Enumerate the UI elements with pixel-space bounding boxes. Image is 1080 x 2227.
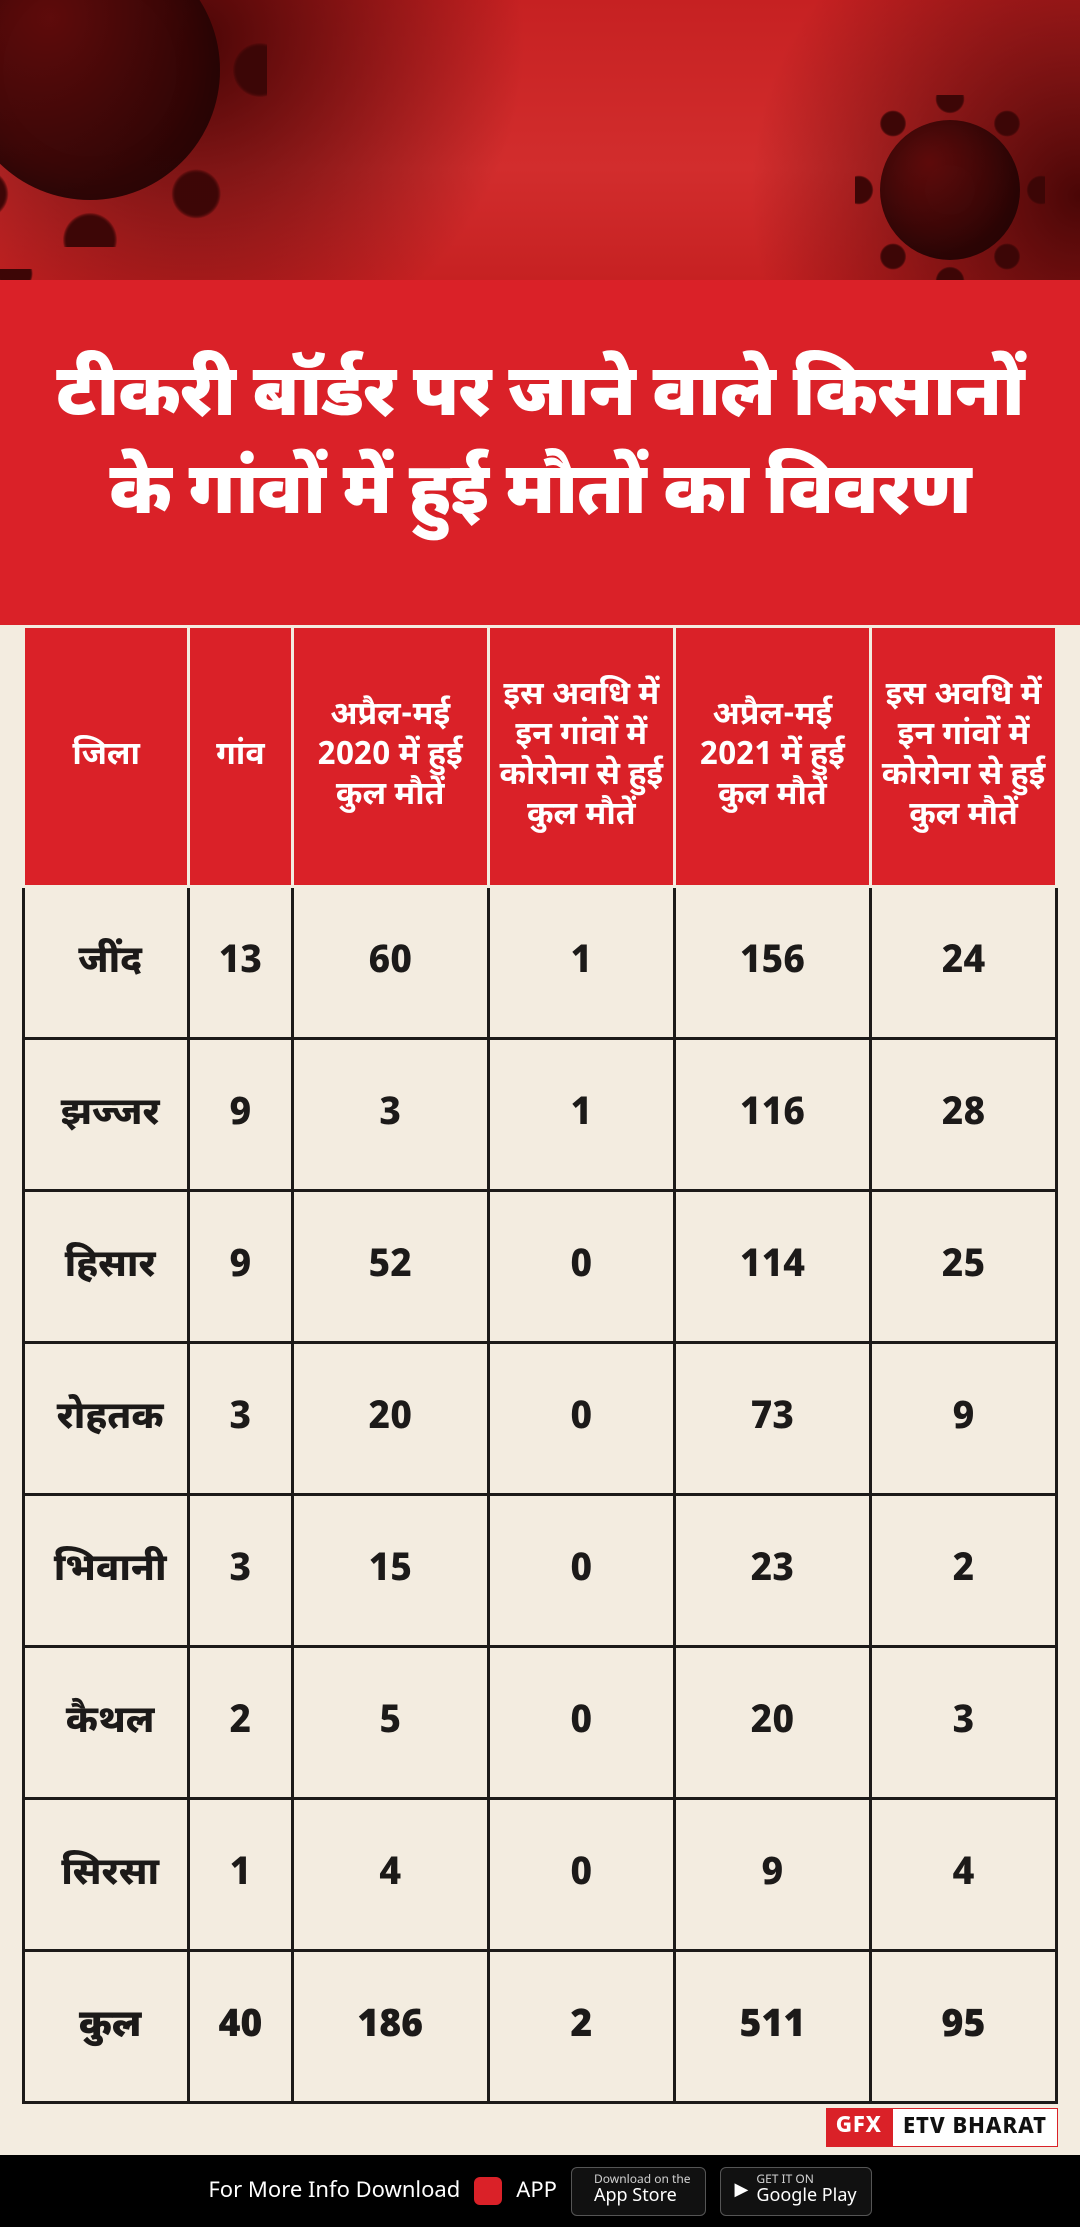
etv-app-icon (474, 2177, 502, 2205)
cell-district: झज्जर (24, 1039, 189, 1191)
cell: 1 (189, 1799, 292, 1951)
footer-lead: For More Info Download (208, 2177, 460, 2206)
cell-district: हिसार (24, 1191, 189, 1343)
cell: 2 (488, 1951, 674, 2103)
store-label: Google Play (756, 2186, 856, 2209)
deaths-table: जिला गांव अप्रैल-मई 2020 में हुई कुल मौत… (22, 625, 1058, 2104)
cell: 5 (292, 1647, 488, 1799)
col-covid-2020: इस अवधि में इन गांवों में कोरोना से हुई … (488, 627, 674, 887)
cell: 0 (488, 1191, 674, 1343)
cell: 4 (871, 1799, 1057, 1951)
footer-app-word: APP (516, 2177, 557, 2206)
cell: 28 (871, 1039, 1057, 1191)
badge-etv: ETV BHARAT (892, 2108, 1058, 2147)
cell: 114 (674, 1191, 870, 1343)
virus-background (0, 0, 1080, 280)
col-deaths-2020: अप्रैल-मई 2020 में हुई कुल मौतें (292, 627, 488, 887)
store-label: App Store (594, 2186, 691, 2209)
cell: 1 (488, 1039, 674, 1191)
title-band: टीकरी बॉर्डर पर जाने वाले किसानों के गां… (0, 280, 1080, 625)
table-row: हिसार 9 52 0 114 25 (24, 1191, 1057, 1343)
table-row: भिवानी 3 15 0 23 2 (24, 1495, 1057, 1647)
cell: 73 (674, 1343, 870, 1495)
cell: 9 (674, 1799, 870, 1951)
cell: 0 (488, 1647, 674, 1799)
cell: 0 (488, 1799, 674, 1951)
header-area: टीकरी बॉर्डर पर जाने वाले किसानों के गां… (0, 0, 1080, 625)
store-top: Download on the (594, 2174, 691, 2186)
google-play-badge[interactable]: ▶ GET IT ON Google Play (720, 2167, 872, 2216)
cell: 3 (871, 1647, 1057, 1799)
col-deaths-2021: अप्रैल-मई 2021 में हुई कुल मौतें (674, 627, 870, 887)
page-title: टीकरी बॉर्डर पर जाने वाले किसानों के गां… (40, 350, 1040, 544)
cell: 20 (292, 1343, 488, 1495)
source-badge: GFX ETV BHARAT (826, 2108, 1058, 2147)
cell: 3 (189, 1495, 292, 1647)
cell: 20 (674, 1647, 870, 1799)
cell: 156 (674, 887, 870, 1039)
cell: 2 (871, 1495, 1057, 1647)
cell: 186 (292, 1951, 488, 2103)
cell: 2 (189, 1647, 292, 1799)
cell: 1 (488, 887, 674, 1039)
footer-bar: For More Info Download APP Download on t… (0, 2155, 1080, 2227)
cell: 9 (871, 1343, 1057, 1495)
cell: 25 (871, 1191, 1057, 1343)
cell: 0 (488, 1343, 674, 1495)
table-row: कैथल 2 5 0 20 3 (24, 1647, 1057, 1799)
col-villages: गांव (189, 627, 292, 887)
cell: 0 (488, 1495, 674, 1647)
virus-icon (880, 120, 1020, 260)
badge-gfx: GFX (826, 2108, 892, 2147)
cell-district: भिवानी (24, 1495, 189, 1647)
cell: 9 (189, 1191, 292, 1343)
cell: 3 (292, 1039, 488, 1191)
app-store-badge[interactable]: Download on the App Store (571, 2167, 706, 2216)
col-covid-2021: इस अवधि में इन गांवों में कोरोना से हुई … (871, 627, 1057, 887)
cell: 511 (674, 1951, 870, 2103)
cell: 13 (189, 887, 292, 1039)
table-body: जींद 13 60 1 156 24 झज्जर 9 3 1 116 28 ह… (24, 887, 1057, 2103)
cell-district: सिरसा (24, 1799, 189, 1951)
cell: 95 (871, 1951, 1057, 2103)
cell: 60 (292, 887, 488, 1039)
play-icon: ▶ (735, 2179, 749, 2203)
table-row: झज्जर 9 3 1 116 28 (24, 1039, 1057, 1191)
table-header-row: जिला गांव अप्रैल-मई 2020 में हुई कुल मौत… (24, 627, 1057, 887)
store-top: GET IT ON (756, 2174, 856, 2186)
virus-icon (0, 0, 220, 200)
table-row: रोहतक 3 20 0 73 9 (24, 1343, 1057, 1495)
table-row-total: कुल 40 186 2 511 95 (24, 1951, 1057, 2103)
cell: 4 (292, 1799, 488, 1951)
table-wrapper: जिला गांव अप्रैल-मई 2020 में हुई कुल मौत… (0, 625, 1080, 2104)
cell: 24 (871, 887, 1057, 1039)
table-row: जींद 13 60 1 156 24 (24, 887, 1057, 1039)
cell: 40 (189, 1951, 292, 2103)
cell: 116 (674, 1039, 870, 1191)
cell: 52 (292, 1191, 488, 1343)
infographic-page: टीकरी बॉर्डर पर जाने वाले किसानों के गां… (0, 0, 1080, 2227)
cell-district: कुल (24, 1951, 189, 2103)
col-district: जिला (24, 627, 189, 887)
cell-district: रोहतक (24, 1343, 189, 1495)
cell: 3 (189, 1343, 292, 1495)
cell-district: जींद (24, 887, 189, 1039)
cell: 23 (674, 1495, 870, 1647)
cell: 15 (292, 1495, 488, 1647)
table-row: सिरसा 1 4 0 9 4 (24, 1799, 1057, 1951)
cell-district: कैथल (24, 1647, 189, 1799)
cell: 9 (189, 1039, 292, 1191)
